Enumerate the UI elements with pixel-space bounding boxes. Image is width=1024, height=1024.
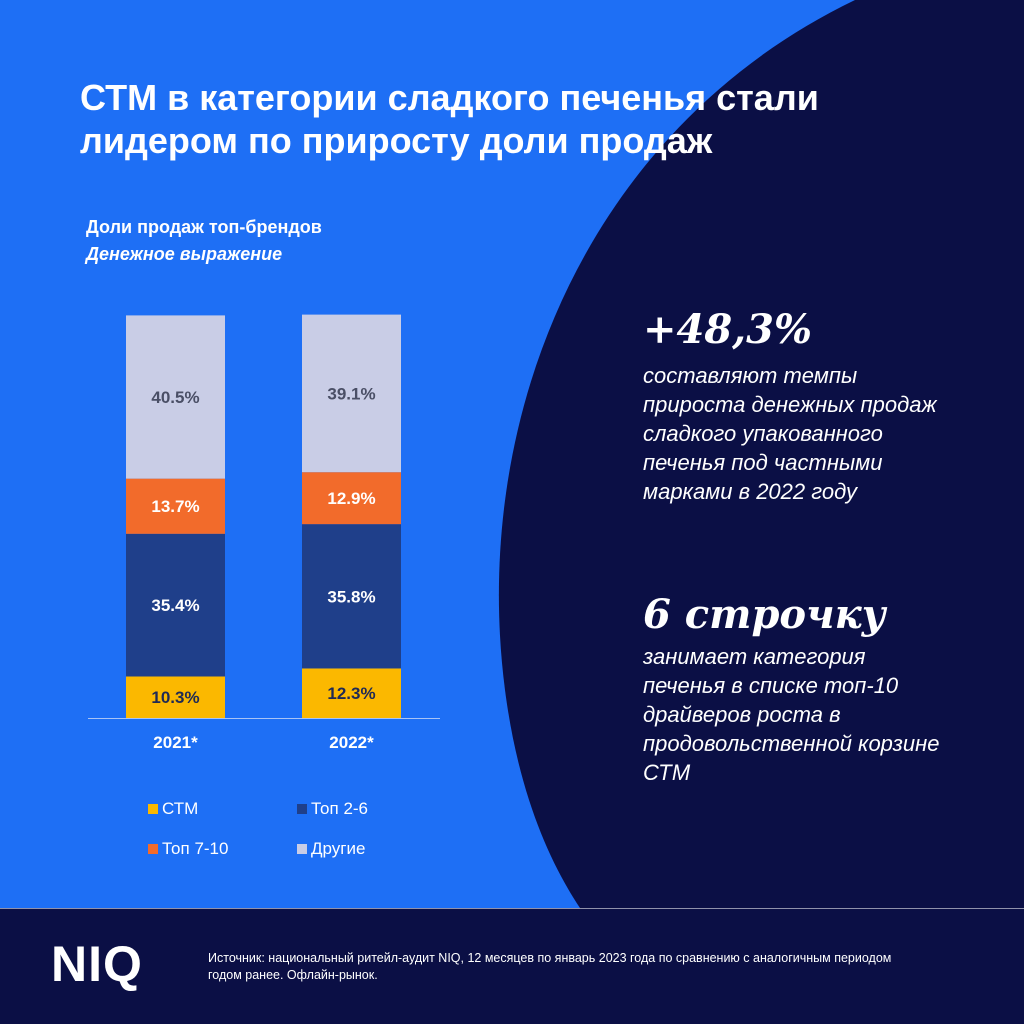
legend-swatch-top2-6 [297, 804, 307, 814]
bar-data-label-1-3: 13.7% [151, 497, 199, 516]
bar-data-label-2-3: 12.9% [327, 489, 375, 508]
niq-logo: NIQ [51, 936, 143, 992]
bar-segment-1-3 [126, 478, 225, 534]
legend-swatch-top7-10 [148, 844, 158, 854]
x-tick-label-2: 2022* [329, 733, 374, 752]
stat-rank-value: 6 строчку [643, 591, 886, 638]
bar-segment-2-4 [302, 314, 401, 473]
stat-rank-text: занимает категория печенья в списке топ-… [643, 644, 940, 785]
source-note: Источник: национальный ритейл-аудит NIQ,… [208, 951, 892, 982]
bar-data-label-1-1: 10.3% [151, 688, 199, 707]
bar-segment-1-2 [126, 533, 225, 677]
legend-item-top7-10: Топ 7-10 [148, 839, 228, 859]
footer-band [0, 908, 1024, 1024]
bar-data-label-2-1: 12.3% [327, 684, 375, 703]
page-title: СТМ в категории сладкого печенья стали л… [80, 77, 819, 161]
legend-swatch-ctm [148, 804, 158, 814]
bar-segment-2-3 [302, 472, 401, 525]
chart-subtitle-italic: Денежное выражение [86, 244, 283, 264]
legend-item-ctm: СТМ [148, 799, 198, 819]
legend-label-top7-10: Топ 7-10 [162, 839, 229, 858]
dark-navy-shape [498, 0, 1024, 908]
bar-segment-1-4 [126, 315, 225, 479]
x-tick-label-1: 2021* [153, 733, 198, 752]
chart-subtitle: Доли продаж топ-брендов [86, 217, 322, 237]
bar-data-label-2-4: 39.1% [327, 384, 375, 403]
bar-data-label-2-2: 35.8% [327, 587, 375, 606]
bar-data-label-1-4: 40.5% [151, 388, 199, 407]
legend-swatch-others [297, 844, 307, 854]
bar-data-label-1-2: 35.4% [151, 596, 199, 615]
stat-growth-text: составляют темпы прироста денежных прода… [643, 363, 937, 504]
bar-segment-2-2 [302, 524, 401, 669]
legend-item-top2-6: Топ 2-6 [297, 799, 368, 819]
bar-segment-1-1 [126, 676, 225, 718]
bar-segment-2-1 [302, 668, 401, 718]
legend-label-ctm: СТМ [162, 799, 199, 818]
legend-item-others: Другие [297, 839, 365, 859]
legend-label-others: Другие [311, 839, 366, 858]
stat-growth-value: +48,3% [643, 306, 812, 353]
footer-divider [0, 908, 1024, 909]
legend-label-top2-6: Топ 2-6 [311, 799, 369, 818]
